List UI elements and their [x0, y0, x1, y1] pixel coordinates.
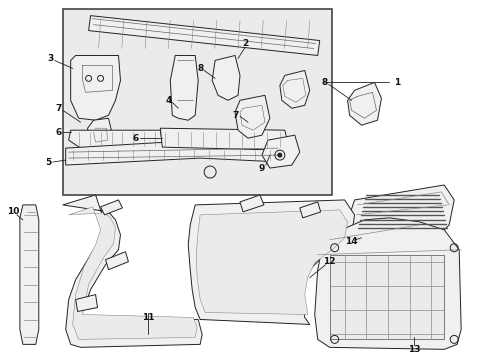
Text: 3: 3	[47, 54, 54, 63]
Text: 4: 4	[165, 96, 171, 105]
Polygon shape	[68, 130, 162, 148]
Polygon shape	[76, 294, 98, 311]
Text: 8: 8	[197, 64, 203, 73]
Polygon shape	[68, 207, 197, 339]
Text: 6: 6	[56, 128, 61, 137]
Polygon shape	[235, 95, 269, 138]
Polygon shape	[188, 200, 354, 324]
Polygon shape	[65, 140, 281, 165]
Polygon shape	[170, 55, 198, 120]
Text: 2: 2	[242, 39, 247, 48]
Circle shape	[277, 153, 281, 157]
Text: 5: 5	[45, 158, 52, 167]
Text: 9: 9	[258, 163, 264, 172]
Polygon shape	[88, 15, 319, 55]
Text: 7: 7	[232, 111, 239, 120]
Text: 7: 7	[56, 104, 62, 113]
Polygon shape	[71, 55, 120, 120]
Polygon shape	[196, 210, 347, 315]
Text: 6: 6	[132, 134, 138, 143]
Bar	[62, 9, 331, 195]
Text: 12: 12	[323, 257, 335, 266]
Polygon shape	[160, 128, 287, 150]
Polygon shape	[240, 195, 264, 212]
Text: 8: 8	[321, 78, 327, 87]
Polygon shape	[212, 55, 240, 100]
Text: 13: 13	[407, 345, 420, 354]
Polygon shape	[314, 218, 460, 349]
Text: 11: 11	[142, 313, 154, 322]
Text: 10: 10	[7, 207, 19, 216]
Bar	[329, 255, 443, 339]
Polygon shape	[105, 252, 128, 270]
Text: 14: 14	[345, 237, 357, 246]
Polygon shape	[87, 118, 112, 150]
Polygon shape	[299, 202, 320, 218]
Polygon shape	[101, 200, 122, 215]
Polygon shape	[20, 205, 39, 345]
Polygon shape	[262, 135, 299, 168]
Polygon shape	[279, 71, 309, 108]
Polygon shape	[347, 82, 381, 125]
Polygon shape	[62, 195, 202, 347]
Polygon shape	[349, 185, 453, 240]
Text: 1: 1	[393, 78, 400, 87]
